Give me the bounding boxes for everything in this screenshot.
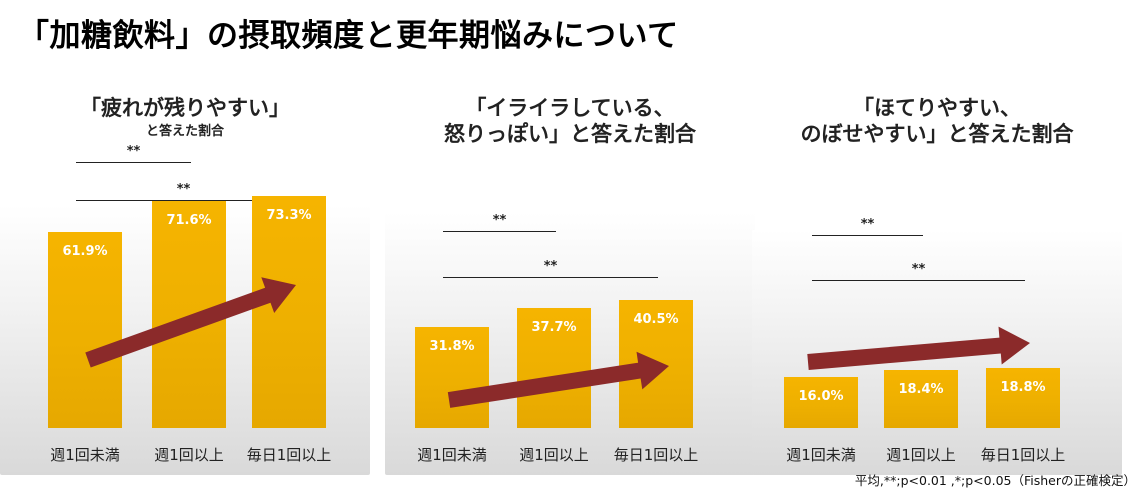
- chart-title-line1: 「疲れが残りやすい」: [80, 96, 290, 120]
- trend-arrow-icon: [447, 351, 669, 408]
- chart-hot-flashes: 「ほてりやすい、 のぼせやすい」と答えた割合 ** ** 16.0% 週1回未満 18.…: [752, 80, 1122, 475]
- trend-arrow-shape: [807, 326, 1030, 370]
- bar-value-label: 40.5%: [633, 311, 679, 327]
- chart-title-line2-text: 怒りっぽい」と答えた割合: [444, 122, 696, 146]
- x-tick-label: 週1回以上: [154, 446, 224, 464]
- chart-title-line2: 怒りっぽい」と答えた割合: [385, 118, 755, 148]
- x-tick-label: 週1回未満: [417, 446, 487, 464]
- chart-irritability: 「イライラしている、 怒りっぽい」と答えた割合 ** ** 31.8% 週1回未満 37…: [385, 80, 755, 475]
- significance-line: [76, 162, 191, 163]
- bar-value-label: 37.7%: [531, 320, 577, 336]
- bar-value-label: 61.9%: [62, 243, 108, 259]
- bar-value-label: 16.0%: [798, 389, 844, 405]
- significance-label: **: [911, 262, 926, 277]
- significance-label: **: [543, 259, 558, 274]
- significance-label: **: [860, 217, 875, 232]
- x-tick-label: 毎日1回以上: [613, 446, 699, 464]
- chart-fatigue: 「疲れが残りやすい」 と答えた割合 ** ** 61.9% 週1回未満 71.6% 週1回…: [0, 80, 370, 475]
- bar-value-label: 73.3%: [266, 207, 312, 223]
- bar: [784, 377, 858, 428]
- significance-line: [443, 277, 658, 278]
- bar: [252, 195, 326, 428]
- x-tick-label: 毎日1回以上: [246, 446, 332, 464]
- trend-arrow-shape: [447, 351, 669, 408]
- significance-line: [443, 231, 556, 232]
- x-tick-label: 週1回未満: [50, 446, 120, 464]
- bar-value-label: 71.6%: [166, 213, 212, 229]
- page-title: 「加糖飲料」の摂取頻度と更年期悩みについて: [18, 18, 679, 54]
- significance-line: [812, 235, 923, 236]
- chart-title-line2-text: のぼせやすい」と答えた割合: [800, 122, 1074, 146]
- chart-title-line2: と答えた割合: [145, 124, 224, 139]
- chart-title-line2: のぼせやすい」と答えた割合: [752, 118, 1122, 148]
- footnote: 平均,**;p<0.01 ,*;p<0.05（Fisherの正確検定）: [854, 473, 1136, 488]
- significance-label: **: [492, 213, 507, 228]
- bar: [517, 308, 591, 428]
- bar-value-label: 31.8%: [429, 339, 475, 355]
- bar: [986, 368, 1060, 428]
- bar-value-label: 18.8%: [1000, 380, 1046, 396]
- chart-title-line1: 「イライラしている、: [465, 96, 675, 120]
- significance-line: [812, 280, 1025, 281]
- x-tick-label: 週1回以上: [519, 446, 589, 464]
- x-tick-label: 毎日1回以上: [980, 446, 1066, 464]
- bar: [415, 327, 489, 428]
- trend-arrow-icon: [807, 326, 1030, 370]
- significance-line: [76, 200, 291, 201]
- x-tick-label: 週1回未満: [786, 446, 856, 464]
- significance-label: **: [126, 144, 141, 159]
- trend-arrow-shape: [85, 277, 296, 368]
- trend-arrow-icon: [85, 277, 296, 368]
- bar: [884, 369, 958, 428]
- bar-value-label: 18.4%: [898, 381, 944, 397]
- x-tick-label: 週1回以上: [886, 446, 956, 464]
- significance-label: **: [176, 182, 191, 197]
- chart-title-line1: 「ほてりやすい、: [853, 96, 1021, 120]
- bar: [48, 231, 122, 428]
